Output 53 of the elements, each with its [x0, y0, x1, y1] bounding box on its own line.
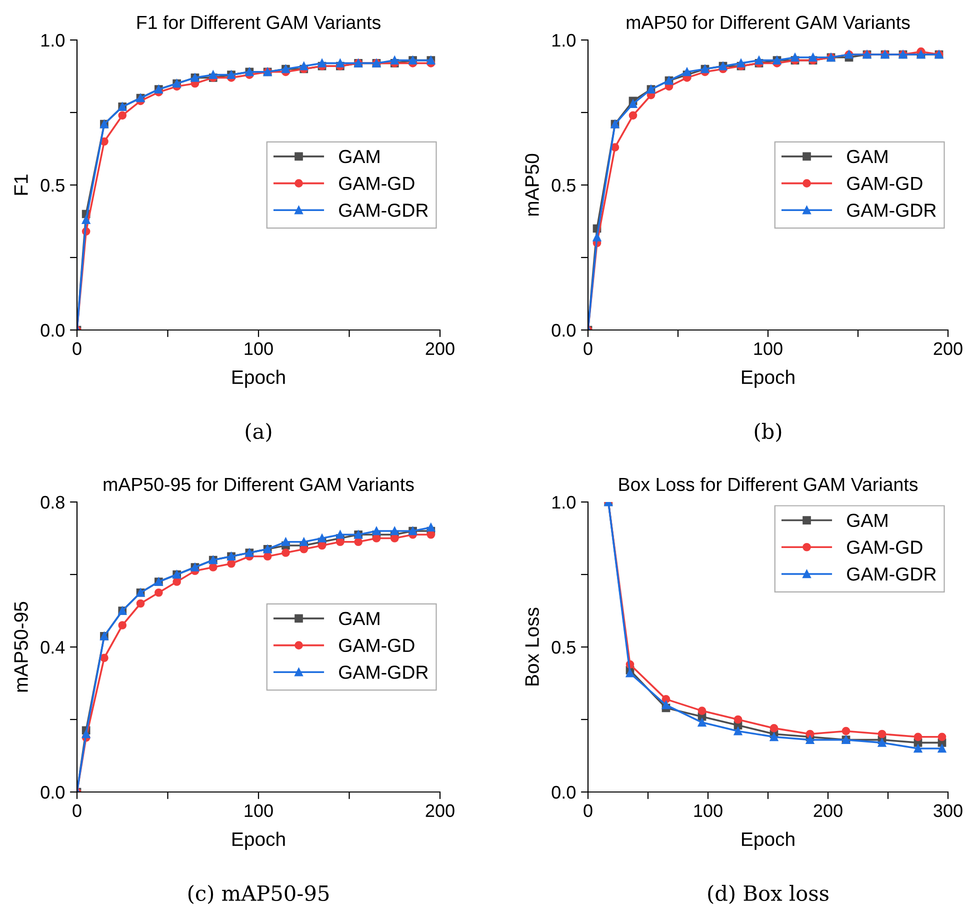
- x-tick-label: 100: [754, 342, 782, 356]
- y-tick-label: 0.5: [40, 178, 64, 192]
- x-axis-title: Epoch: [232, 370, 285, 388]
- x-tick-label: 0: [584, 342, 592, 356]
- legend-label: GAM-GD: [847, 540, 922, 554]
- legend-label: GAM-GDR: [847, 567, 936, 581]
- text: (a): [246, 422, 272, 442]
- y-axis-title: F1: [14, 174, 28, 195]
- chart-title: mAP50 for Different GAM Variants: [626, 15, 910, 30]
- legend-label: GAM: [847, 150, 888, 164]
- x-tick-label: 0: [584, 804, 592, 818]
- text: (d) Box loss: [708, 884, 828, 904]
- x-tick-label: 200: [814, 804, 842, 818]
- legend-label: GAM-GDR: [339, 666, 428, 679]
- chart-title: Box Loss for Different GAM Variants: [619, 477, 918, 492]
- x-tick-label: 200: [934, 342, 962, 356]
- y-tick-label: 0.0: [40, 324, 64, 337]
- y-tick-label: 1.0: [41, 34, 64, 47]
- y-axis-title: Box Loss: [525, 608, 539, 686]
- x-tick-label: 200: [426, 804, 454, 818]
- y-tick-label: 0.8: [40, 496, 64, 509]
- y-axis-title: mAP50-95: [14, 602, 28, 692]
- y-tick-label: 0.0: [552, 324, 576, 337]
- legend-label: GAM-GDR: [847, 204, 936, 217]
- legend-label: GAM-GDR: [339, 204, 428, 217]
- x-tick-label: 300: [934, 804, 962, 818]
- legend-label: GAM-GD: [847, 176, 922, 190]
- x-axis-title: Epoch: [742, 832, 794, 850]
- y-tick-label: 0.4: [40, 640, 65, 654]
- x-axis-title: Epoch: [742, 370, 794, 388]
- y-axis-title: mAP50: [525, 154, 539, 216]
- chart-title: F1 for Different GAM Variants: [137, 15, 380, 30]
- legend-label: GAM-GD: [339, 176, 414, 190]
- text: (c) mAP50-95: [188, 884, 329, 904]
- y-tick-label: 1.0: [552, 496, 576, 509]
- legend-label: GAM-GD: [339, 638, 414, 652]
- x-tick-label: 100: [244, 804, 273, 818]
- x-tick-label: 200: [426, 342, 454, 356]
- y-tick-label: 1.0: [552, 34, 576, 47]
- x-tick-label: 0: [72, 342, 82, 356]
- legend-label: GAM: [339, 150, 380, 164]
- legend-label: GAM: [847, 514, 888, 528]
- y-tick-label: 0.5: [552, 640, 576, 654]
- chart-title: mAP50-95 for Different GAM Variants: [104, 477, 414, 492]
- x-tick-label: 0: [72, 804, 82, 818]
- y-tick-label: 0.0: [40, 786, 64, 799]
- y-tick-label: 0.0: [552, 786, 576, 799]
- x-axis-title: Epoch: [232, 832, 285, 850]
- legend-label: GAM: [339, 612, 380, 626]
- text: (b): [754, 422, 782, 442]
- y-tick-label: 0.5: [552, 178, 576, 192]
- x-tick-label: 100: [244, 342, 273, 356]
- x-tick-label: 100: [694, 804, 722, 818]
